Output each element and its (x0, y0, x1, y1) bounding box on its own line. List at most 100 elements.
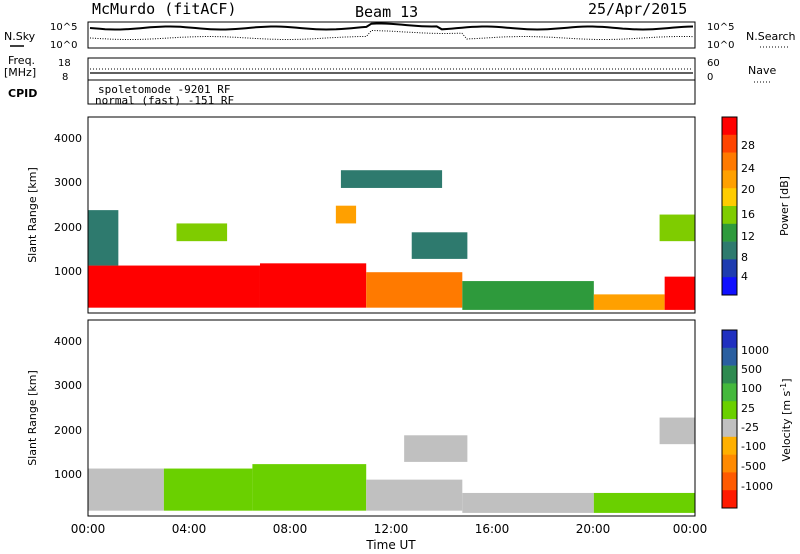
x-tick-1600: 16:00 (475, 522, 510, 536)
velocity-cbar-tick-25: 25 (741, 402, 755, 415)
velocity-ytick-3000: 3000 (54, 379, 82, 392)
velocity-panel-frame (87, 319, 696, 517)
noise-right-tick-bottom: 10^0 (707, 40, 734, 51)
noise-search-line (89, 29, 694, 40)
power-cell (593, 294, 665, 310)
power-cbar-tick-20: 20 (741, 183, 755, 196)
velocity-colorbar-frame (721, 329, 738, 509)
velocity-colorbar (722, 330, 737, 509)
velocity-cell (659, 417, 695, 445)
x-tick-1200: 12:00 (374, 522, 409, 536)
power-cbar-tick-24: 24 (741, 162, 755, 175)
date-title: 25/Apr/2015 (588, 0, 687, 18)
velocity-colorbar-swatch (722, 472, 737, 491)
cpid-frame (87, 79, 696, 105)
power-ytick-2000: 2000 (54, 221, 82, 234)
noise-left-tick-top: 10^5 (50, 22, 77, 33)
power-cbar-tick-16: 16 (741, 208, 755, 221)
velocity-data-layer (88, 417, 695, 513)
power-colorbar-swatch (722, 134, 737, 153)
power-cell (340, 170, 443, 188)
velocity-colorbar-label-sup: -1 (779, 383, 788, 391)
power-ytick-4000: 4000 (54, 132, 82, 145)
cpid-entry-1: spoletomode -9201 RF (98, 83, 230, 96)
x-tick-0800: 08:00 (273, 522, 308, 536)
beam-title: Beam 13 (355, 3, 418, 21)
power-ytick-1000: 1000 (54, 265, 82, 278)
power-cell (659, 214, 695, 242)
power-colorbar-swatch (722, 259, 737, 278)
x-tick-2400: 00:00 (673, 522, 708, 536)
power-panel: Slant Range [km] 4000 3000 2000 1000 28 … (26, 116, 791, 314)
velocity-colorbar-swatch (722, 347, 737, 366)
velocity-ylabel: Slant Range [km] (26, 370, 39, 466)
velocity-ytick-1000: 1000 (54, 468, 82, 481)
power-colorbar-swatch (722, 206, 737, 225)
freq-label: Freq. (8, 54, 35, 67)
velocity-cbar-tick-1000: 1000 (741, 344, 769, 357)
noise-right-tick-top: 10^5 (707, 22, 734, 33)
power-colorbar-swatch (722, 223, 737, 242)
nave-tick-bottom: 0 (707, 72, 713, 83)
x-axis: 00:00 04:00 08:00 12:00 16:00 20:00 00:0… (71, 522, 708, 552)
noise-sky-label: N.Sky (4, 30, 36, 43)
noise-search-label: N.Search (746, 30, 796, 43)
noise-panel: N.Sky 10^5 10^0 10^5 10^0 N.Search (4, 21, 796, 51)
velocity-cbar-tick-neg500: -500 (741, 460, 766, 473)
velocity-colorbar-swatch (722, 330, 737, 349)
velocity-ytick-2000: 2000 (54, 424, 82, 437)
power-cbar-tick-12: 12 (741, 230, 755, 243)
noise-panel-frame (87, 21, 696, 49)
power-colorbar-swatch (722, 170, 737, 189)
power-colorbar-swatch (722, 241, 737, 260)
velocity-colorbar-swatch (722, 401, 737, 420)
velocity-cell (88, 468, 164, 511)
nave-label: Nave (748, 64, 776, 77)
cpid-panel: CPID spoletomode -9201 RF normal (fast) … (8, 79, 696, 107)
velocity-cbar-tick-neg1000: -1000 (741, 480, 773, 493)
freq-tick-bottom: 8 (62, 72, 68, 83)
velocity-cbar-tick-100: 100 (741, 382, 762, 395)
velocity-colorbar-swatch (722, 490, 737, 509)
velocity-cell (462, 492, 594, 513)
cpid-label: CPID (8, 87, 37, 100)
velocity-cell (404, 435, 468, 462)
velocity-colorbar-swatch (722, 419, 737, 438)
power-colorbar-swatch (722, 117, 737, 136)
velocity-colorbar-label-main: Velocity [m s (780, 390, 793, 461)
velocity-colorbar-swatch (722, 365, 737, 384)
power-panel-frame (87, 116, 696, 314)
power-cell (88, 210, 119, 266)
power-cell (335, 205, 357, 224)
velocity-cbar-tick-neg25: -25 (741, 421, 759, 434)
cpid-entry-2: normal (fast) -151 RF (95, 94, 234, 107)
velocity-colorbar-swatch (722, 454, 737, 473)
power-ytick-3000: 3000 (54, 176, 82, 189)
velocity-cbar-tick-neg100: -100 (741, 440, 766, 453)
power-colorbar-frame (721, 116, 738, 296)
velocity-colorbar-label-end: ] (780, 378, 793, 382)
freq-tick-top: 18 (58, 58, 71, 69)
power-cell (462, 281, 594, 310)
x-axis-label: Time UT (365, 538, 416, 552)
power-cell (88, 265, 260, 308)
power-cbar-tick-28: 28 (741, 139, 755, 152)
power-cbar-tick-8: 8 (741, 251, 748, 264)
power-cell (366, 272, 463, 308)
x-tick-2000: 20:00 (576, 522, 611, 536)
power-cell (411, 232, 468, 259)
power-ylabel: Slant Range [km] (26, 167, 39, 263)
velocity-colorbar-swatch (722, 436, 737, 455)
power-colorbar (722, 117, 737, 296)
power-colorbar-label: Power [dB] (778, 176, 791, 236)
freq-panel: Freq. [MHz] 18 8 60 0 Nave (4, 54, 776, 83)
velocity-colorbar-label: Velocity [m s-1] (779, 378, 793, 461)
velocity-cbar-tick-500: 500 (741, 363, 762, 376)
velocity-panel: Slant Range [km] 4000 3000 2000 1000 100… (26, 319, 793, 517)
velocity-cell (593, 492, 695, 513)
power-colorbar-swatch (722, 152, 737, 171)
station-title: McMurdo (fitACF) (92, 0, 237, 18)
velocity-cell (366, 479, 463, 511)
freq-unit-label: [MHz] (4, 66, 36, 79)
